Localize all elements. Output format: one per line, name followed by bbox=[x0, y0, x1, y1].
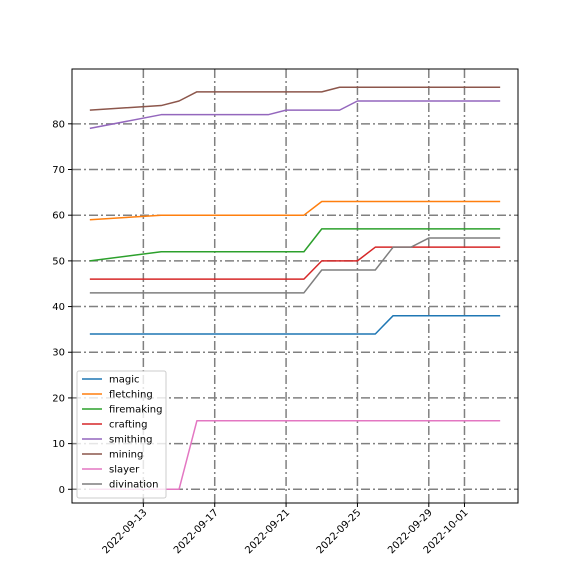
plot-area-frame bbox=[71, 68, 519, 504]
y-tick-label: 20 bbox=[52, 393, 65, 404]
legend-label-fletching: fletching bbox=[109, 390, 153, 401]
series-line-divination bbox=[89, 237, 501, 294]
y-tick-label: 60 bbox=[52, 211, 65, 222]
series-line-mining bbox=[89, 86, 501, 111]
legend-label-smithing: smithing bbox=[109, 435, 152, 446]
y-tick-label: 0 bbox=[59, 485, 65, 496]
y-tick-label: 30 bbox=[52, 348, 65, 359]
series-line-smithing bbox=[89, 100, 501, 130]
legend-label-divination: divination bbox=[109, 480, 158, 491]
y-tick-label: 80 bbox=[52, 119, 65, 130]
legend: magic fletching firemaking crafting smithing… bbox=[76, 370, 167, 499]
legend-label-mining: mining bbox=[109, 450, 143, 461]
y-tick-label: 10 bbox=[52, 439, 65, 450]
y-tick-label: 40 bbox=[52, 302, 65, 313]
y-tick-label: 50 bbox=[52, 256, 65, 267]
series-line-magic bbox=[89, 314, 501, 335]
series-line-firemaking bbox=[89, 228, 501, 262]
series-line-fletching bbox=[89, 200, 501, 221]
y-axis: 0 10 20 30 40 50 60 70 80 bbox=[52, 119, 72, 496]
legend-label-slayer: slayer bbox=[109, 465, 140, 476]
legend-label-crafting: crafting bbox=[109, 420, 147, 431]
legend-box bbox=[76, 370, 167, 499]
legend-label-magic: magic bbox=[109, 375, 140, 386]
y-tick-label: 70 bbox=[52, 165, 65, 176]
legend-label-firemaking: firemaking bbox=[109, 405, 162, 416]
